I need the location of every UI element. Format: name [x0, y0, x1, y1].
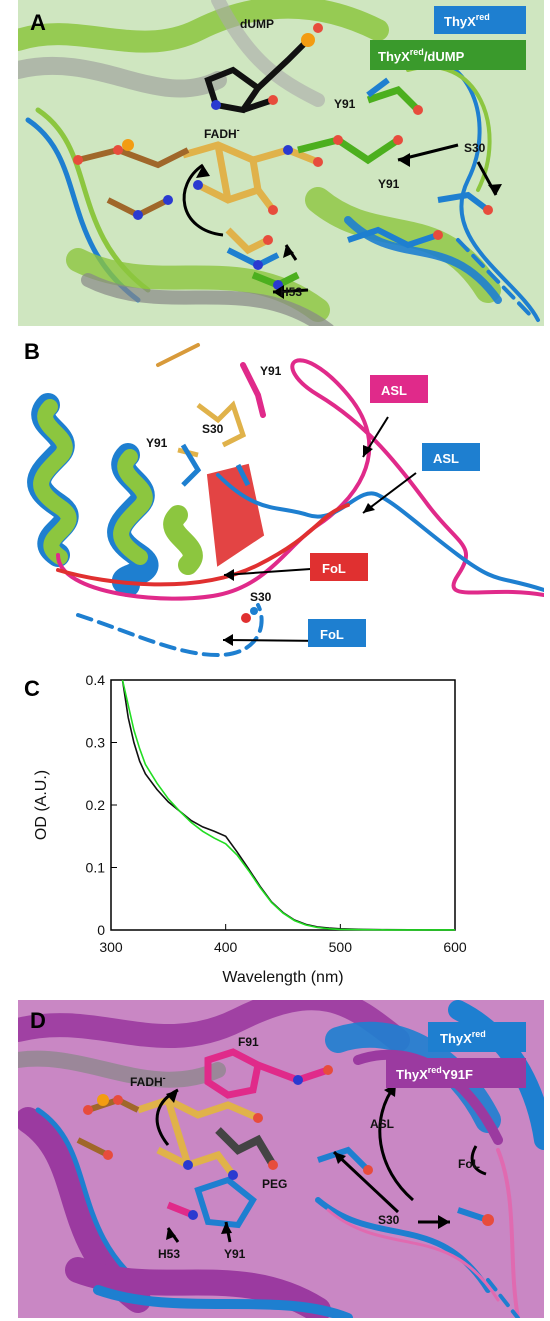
x-tick-label: 300	[99, 939, 123, 955]
legend-thyx-red-box	[434, 6, 526, 34]
panel-d-label: D	[30, 1008, 46, 1033]
panel-a: A dUMP FADH- Y91 S30 Y91 H53 ThyXred Thy…	[18, 0, 544, 326]
annotation-s30-top: S30	[202, 422, 224, 436]
fol-red-label: FoL	[322, 561, 346, 576]
annotation-y91-top: Y91	[334, 97, 356, 111]
peg-molecule	[215, 1127, 277, 1168]
y-tick-label: 0.4	[86, 672, 106, 688]
fol-blue-box	[308, 619, 366, 647]
fol-blue-label: FoL	[320, 627, 344, 642]
legend-thyx-red-y91f: ThyXredY91F	[396, 1065, 473, 1082]
absorbance-chart: C 0 0.1 0.2 0.3 0.4 300 400 500 600 Wavelength …	[24, 672, 467, 986]
y-tick-label: 0.1	[86, 860, 106, 876]
atoms-d	[83, 1065, 494, 1226]
series-line-0	[121, 679, 455, 931]
annotation-h53: H53	[280, 285, 302, 299]
x-tick-label: 600	[443, 939, 467, 955]
annotation-h53-d: H53	[158, 1247, 180, 1261]
panel-b-helices	[27, 393, 265, 597]
annotation-dump: dUMP	[240, 17, 274, 31]
annotation-s30-d: S30	[378, 1213, 400, 1227]
panel-c: C 0 0.1 0.2 0.3 0.4 300 400 500 600 Wavelength …	[18, 670, 544, 1000]
x-axis-label: Wavelength (nm)	[222, 969, 343, 986]
legend-thyx-red-d: ThyXred	[440, 1029, 486, 1046]
annotation-s30-bottom: S30	[250, 590, 272, 604]
annotation-fol: FoL	[458, 1157, 480, 1171]
panel-a-structure: A dUMP FADH- Y91 S30 Y91 H53 ThyXred Thy…	[18, 0, 544, 326]
annotation-asl: ASL	[370, 1117, 394, 1131]
series-lines	[121, 679, 455, 931]
panel-b: B Y91 Y91 S30 S30 ASL ASL FoL FoL	[18, 335, 544, 665]
series-line-1	[121, 679, 455, 931]
annotation-y91-bottom: Y91	[378, 177, 400, 191]
y-tick-label: 0	[97, 922, 105, 938]
annotation-fadh: FADH-	[204, 125, 240, 141]
asl-blue-label: ASL	[433, 451, 459, 466]
x-tick-label: 400	[214, 939, 238, 955]
y-tick-label: 0.3	[86, 735, 106, 751]
x-ticks: 300 400 500 600	[99, 924, 467, 955]
fol-red-box	[310, 553, 368, 581]
asl-magenta-label: ASL	[381, 383, 407, 398]
legend-thyx-red-y91f-box	[386, 1058, 526, 1088]
atoms	[73, 105, 493, 290]
y-tick-label: 0.2	[86, 797, 106, 813]
annotation-peg: PEG	[262, 1177, 287, 1191]
annotation-y91-blue: Y91	[146, 436, 168, 450]
panel-b-loops	[56, 343, 544, 658]
y-axis-label: OD (A.U.)	[33, 770, 50, 840]
panel-c-label: C	[24, 676, 40, 701]
panel-d-structure: D FADH- F91 PEG ASL FoL S30 H53 Y91 ThyX…	[18, 1000, 544, 1318]
legend-thyx-red-box-d	[428, 1022, 526, 1052]
asl-magenta-box	[370, 375, 428, 403]
x-tick-label: 500	[329, 939, 353, 955]
plot-frame	[110, 679, 456, 931]
annotation-y91-d: Y91	[224, 1247, 246, 1261]
annotation-s30: S30	[464, 141, 486, 155]
panel-d: D FADH- F91 PEG ASL FoL S30 H53 Y91 ThyX…	[18, 1000, 544, 1318]
legend-thyx-red: ThyXred	[444, 12, 490, 29]
panel-b-structure: B Y91 Y91 S30 S30 ASL ASL FoL FoL	[24, 339, 544, 658]
panel-b-label: B	[24, 339, 40, 364]
panel-a-label: A	[30, 10, 46, 35]
legend-thyx-red-dump-box	[370, 40, 526, 70]
fadh-molecule-d	[136, 1096, 260, 1178]
panel-d-ribbons	[18, 1000, 544, 1318]
annotation-y91-magenta: Y91	[260, 364, 282, 378]
y-ticks: 0 0.1 0.2 0.3 0.4	[86, 672, 117, 938]
annotation-f91: F91	[238, 1035, 259, 1049]
fadh-molecule	[182, 141, 320, 255]
annotation-fadh-d: FADH-	[130, 1073, 166, 1089]
asl-blue-box	[422, 443, 480, 471]
legend-thyx-red-dump: ThyXred/dUMP	[378, 47, 465, 64]
